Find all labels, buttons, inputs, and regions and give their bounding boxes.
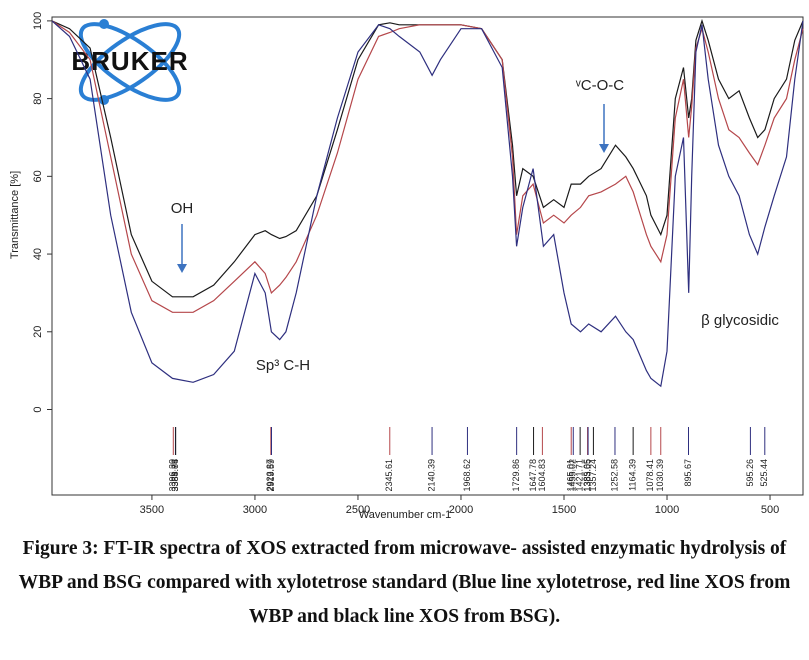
annotation: ᵛC-O-C bbox=[575, 77, 624, 94]
arrow-head bbox=[177, 264, 187, 273]
logo: BRUKER bbox=[71, 19, 188, 105]
peak-label: 1455.02 bbox=[568, 459, 578, 492]
logo-text: BRUKER bbox=[71, 46, 188, 76]
peak-label: 1030.39 bbox=[655, 459, 665, 492]
arrow-head bbox=[599, 144, 609, 153]
x-tick-label: 500 bbox=[761, 504, 779, 516]
peak-label: 1647.78 bbox=[528, 459, 538, 492]
peak-label: 3384.76 bbox=[170, 459, 180, 492]
peak-label: 1383.05 bbox=[582, 459, 592, 492]
chart: BRUKER Wavenumber cm-1 Transmittance [%]… bbox=[9, 12, 804, 521]
spectrum-line bbox=[51, 20, 804, 388]
peak-label: 2919.59 bbox=[266, 459, 276, 492]
spectrum-line bbox=[51, 20, 804, 313]
peak-label: 1252.58 bbox=[609, 459, 619, 492]
y-tick-label: 40 bbox=[32, 248, 44, 260]
x-tick-label: 3000 bbox=[243, 504, 267, 516]
peak-label: 3385.84 bbox=[170, 459, 180, 492]
caption: Figure 3: FT-IR spectra of XOS extracted… bbox=[18, 538, 791, 627]
y-axis-label: Transmittance [%] bbox=[9, 171, 21, 259]
peak-label: 2345.61 bbox=[384, 459, 394, 492]
x-tick-label: 2500 bbox=[346, 504, 370, 516]
peak-label: 595.26 bbox=[745, 459, 755, 487]
x-tick-label: 1500 bbox=[552, 504, 576, 516]
x-tick-label: 3500 bbox=[140, 504, 164, 516]
y-tick-label: 80 bbox=[32, 92, 44, 104]
plot-frame bbox=[51, 16, 804, 496]
logo-dot bbox=[99, 19, 109, 29]
y-tick-label: 100 bbox=[32, 12, 44, 30]
spectrum-line bbox=[51, 18, 804, 298]
annotation: OH bbox=[171, 200, 194, 217]
annotation: β glycosidic bbox=[701, 312, 779, 329]
peak-label: 1421.71 bbox=[575, 459, 585, 492]
logo-dot bbox=[99, 95, 109, 105]
y-tick-label: 60 bbox=[32, 170, 44, 182]
y-tick-label: 0 bbox=[32, 406, 44, 412]
y-tick-label: 20 bbox=[32, 326, 44, 338]
logo-orbit bbox=[78, 22, 182, 102]
peak-label: 1604.83 bbox=[537, 459, 547, 492]
x-axis-label: Wavenumber cm-1 bbox=[359, 509, 452, 521]
peak-label: 1078.41 bbox=[645, 459, 655, 492]
peak-label: 2922.87 bbox=[265, 459, 275, 492]
peak-label: 3396.30 bbox=[168, 459, 178, 492]
peak-label: 1465.01 bbox=[566, 459, 576, 492]
annotation: Sp³ C-H bbox=[256, 357, 310, 374]
peak-label: 1729.86 bbox=[511, 459, 521, 492]
peak-label: 1164.39 bbox=[628, 459, 638, 491]
x-tick-label: 1000 bbox=[655, 504, 679, 516]
peak-label: 895.67 bbox=[683, 459, 693, 487]
x-tick-label: 2000 bbox=[449, 504, 473, 516]
peak-label: 2140.39 bbox=[426, 459, 436, 492]
peak-label: 525.44 bbox=[759, 459, 769, 487]
logo-orbit bbox=[78, 22, 182, 102]
peak-label: 1385.65 bbox=[582, 459, 592, 492]
peak-label: 1357.24 bbox=[588, 459, 598, 492]
peak-label: 1968.62 bbox=[462, 459, 472, 492]
